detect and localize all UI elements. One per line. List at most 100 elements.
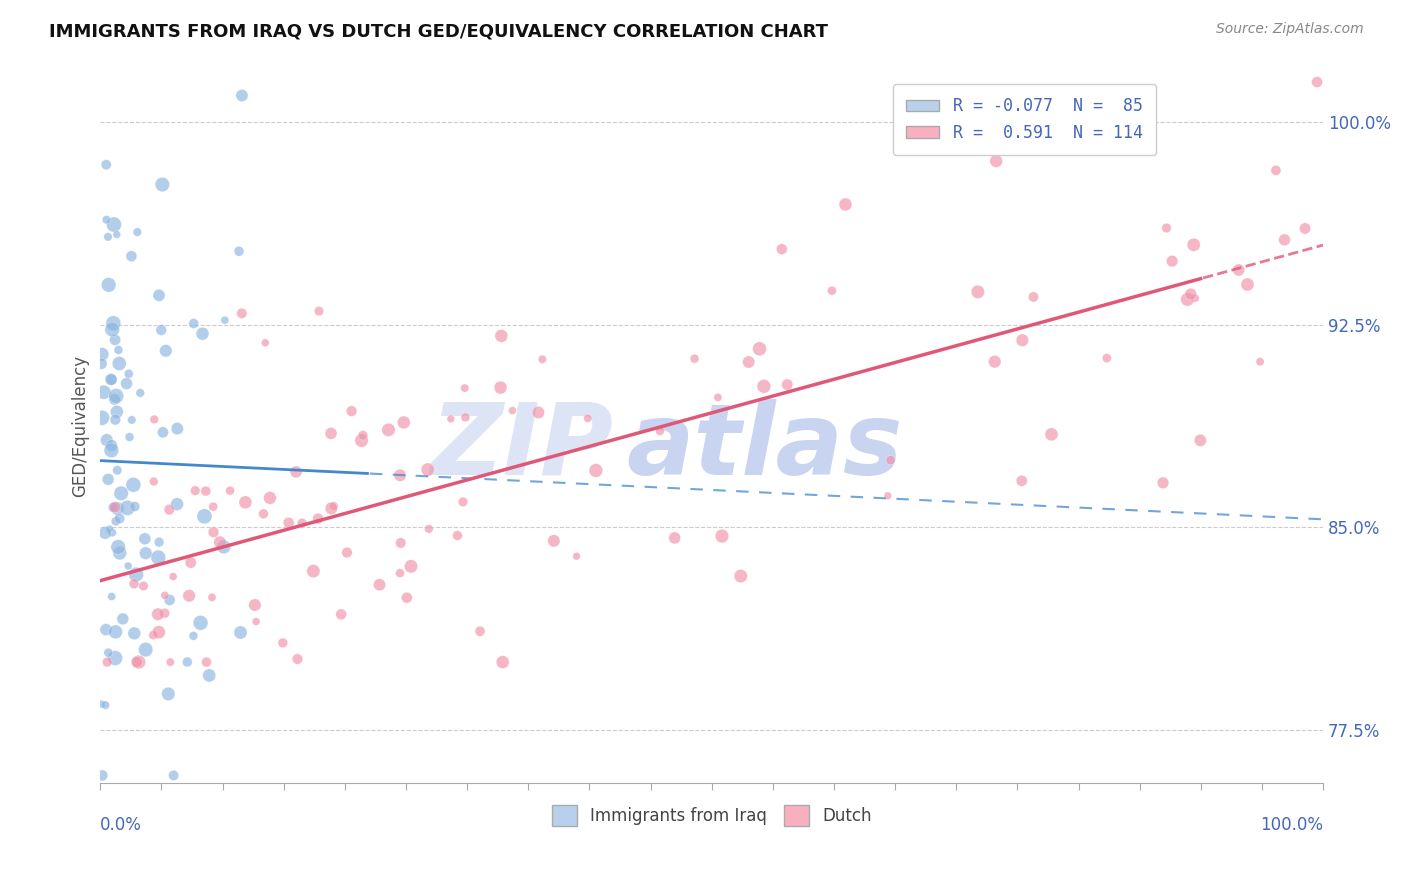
Point [752, 379, 775, 393]
Point [191, 326, 214, 341]
Point [259, 491, 281, 505]
Point [730, 569, 752, 583]
Point [543, 533, 565, 548]
Point [105, 389, 128, 403]
Point [93, 385, 115, 400]
Point [107, 343, 129, 357]
Point [1152, 475, 1174, 490]
Point [125, 567, 148, 582]
Point [876, 489, 898, 503]
Point [1182, 237, 1205, 252]
Point [208, 535, 231, 549]
Point [150, 323, 173, 337]
Point [277, 516, 299, 530]
Point [162, 569, 184, 583]
Point [983, 354, 1005, 368]
Point [648, 424, 671, 438]
Point [90, 357, 112, 371]
Point [202, 500, 225, 514]
Point [103, 316, 125, 330]
Point [98, 522, 121, 536]
Point [108, 356, 131, 370]
Point [576, 411, 599, 425]
Point [107, 540, 129, 554]
Point [159, 593, 181, 607]
Point [1011, 474, 1033, 488]
Point [966, 285, 988, 299]
Point [153, 606, 176, 620]
Point [321, 501, 343, 516]
Point [770, 242, 793, 256]
Point [148, 550, 170, 565]
Point [271, 636, 294, 650]
Point [155, 343, 177, 358]
Point [108, 511, 131, 525]
Point [501, 403, 523, 417]
Point [389, 468, 412, 483]
Point [527, 405, 550, 419]
Point [176, 655, 198, 669]
Point [468, 624, 491, 639]
Point [94, 525, 117, 540]
Point [350, 434, 373, 448]
Text: IMMIGRANTS FROM IRAQ VS DUTCH GED/EQUIVALENCY CORRELATION CHART: IMMIGRANTS FROM IRAQ VS DUTCH GED/EQUIVA… [49, 22, 828, 40]
Point [879, 453, 901, 467]
Point [231, 306, 253, 320]
Point [1177, 293, 1199, 307]
Point [157, 502, 180, 516]
Point [454, 381, 477, 395]
Point [101, 500, 124, 515]
Point [389, 566, 412, 580]
Point [96, 158, 118, 172]
Point [100, 443, 122, 458]
Text: Source: ZipAtlas.com: Source: ZipAtlas.com [1216, 22, 1364, 37]
Y-axis label: GED/Equivalency: GED/Equivalency [72, 355, 89, 497]
Point [135, 642, 157, 657]
Point [159, 655, 181, 669]
Point [821, 284, 844, 298]
Point [127, 225, 149, 239]
Point [491, 329, 513, 343]
Point [104, 651, 127, 665]
Point [454, 410, 477, 425]
Point [122, 576, 145, 591]
Point [243, 598, 266, 612]
Point [150, 178, 173, 192]
Point [100, 590, 122, 604]
Point [180, 556, 202, 570]
Point [97, 229, 120, 244]
Point [1040, 427, 1063, 442]
Point [399, 559, 422, 574]
Point [94, 698, 117, 712]
Point [986, 154, 1008, 169]
Point [418, 522, 440, 536]
Point [683, 351, 706, 366]
Point [330, 607, 353, 622]
Point [307, 511, 329, 525]
Point [104, 624, 127, 639]
Text: 100.0%: 100.0% [1260, 815, 1323, 834]
Point [219, 483, 242, 498]
Point [105, 405, 128, 419]
Point [1022, 290, 1045, 304]
Point [101, 525, 124, 540]
Point [134, 532, 156, 546]
Point [446, 528, 468, 542]
Point [104, 413, 127, 427]
Point [1227, 263, 1250, 277]
Point [117, 500, 139, 515]
Point [135, 546, 157, 560]
Point [212, 540, 235, 554]
Point [91, 347, 114, 361]
Point [195, 655, 218, 669]
Point [152, 425, 174, 440]
Point [101, 322, 124, 336]
Point [291, 516, 314, 530]
Point [190, 615, 212, 630]
Point [1161, 254, 1184, 268]
Point [104, 500, 127, 515]
Point [340, 404, 363, 418]
Point [184, 483, 207, 498]
Point [308, 304, 330, 318]
Point [254, 335, 277, 350]
